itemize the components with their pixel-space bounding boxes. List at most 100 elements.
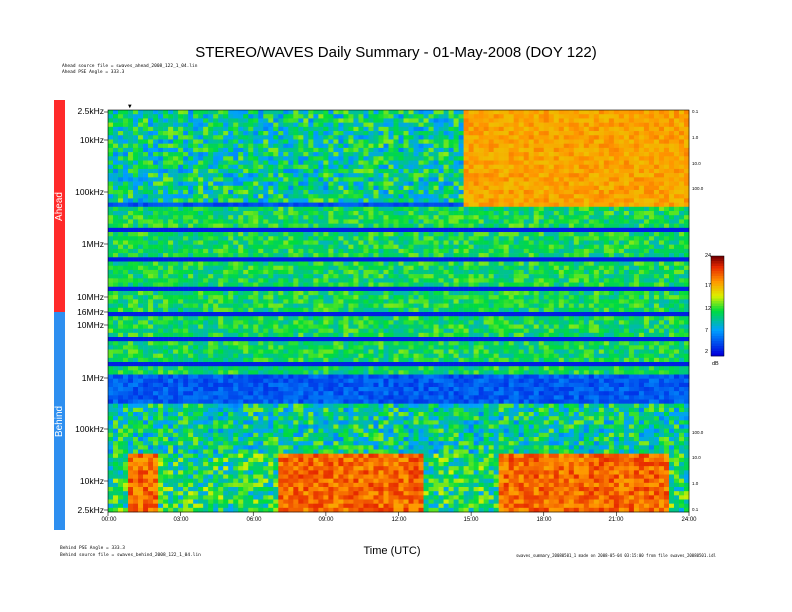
heatmap-cell	[518, 290, 525, 296]
heatmap-cell	[173, 189, 179, 195]
heatmap-cell	[408, 227, 414, 233]
heatmap-cell	[328, 122, 334, 128]
heatmap-cell	[478, 286, 484, 292]
heatmap-cell	[453, 114, 459, 119]
heatmap-cell	[443, 202, 449, 208]
heatmap-cell	[118, 152, 124, 157]
heatmap-cell	[128, 160, 134, 166]
heatmap-cell	[528, 194, 535, 199]
heatmap-cell	[348, 131, 354, 136]
heatmap-cell	[198, 253, 204, 258]
heatmap-cell	[123, 240, 129, 245]
heatmap-cell	[458, 211, 464, 216]
heatmap-cell	[248, 227, 254, 233]
heatmap-cell	[533, 135, 540, 140]
heatmap-cell	[488, 232, 494, 237]
heatmap-cell	[173, 177, 179, 182]
heatmap-cell	[373, 244, 379, 250]
heatmap-cell	[278, 156, 284, 161]
heatmap-cell	[553, 269, 560, 275]
heatmap-cell	[618, 194, 625, 199]
heatmap-cell	[583, 126, 590, 132]
heatmap-cell	[583, 240, 590, 245]
heatmap-cell	[393, 227, 399, 233]
heatmap-cell	[203, 232, 209, 237]
heatmap-cell	[228, 257, 234, 262]
heatmap-cell	[328, 118, 334, 123]
heatmap-cell	[623, 143, 630, 149]
heatmap-cell	[448, 173, 454, 178]
heatmap-cell	[458, 139, 464, 144]
heatmap-cell	[523, 244, 530, 250]
heatmap-cell	[338, 240, 344, 245]
heatmap-cell	[203, 147, 209, 153]
heatmap-cell	[483, 290, 489, 296]
heatmap-cell	[313, 126, 319, 132]
heatmap-cell	[313, 257, 319, 262]
heatmap-cell	[328, 164, 334, 170]
heatmap-cell	[608, 307, 615, 313]
heatmap-cell	[113, 110, 119, 115]
heatmap-cell	[153, 240, 159, 245]
heatmap-cell	[498, 126, 504, 132]
heatmap-cell	[543, 114, 550, 119]
heatmap-cell	[398, 303, 404, 309]
heatmap-cell	[208, 265, 214, 271]
heatmap-cell	[323, 257, 329, 262]
heatmap-cell	[618, 160, 625, 166]
heatmap-cell	[293, 244, 299, 250]
heatmap-cell	[378, 110, 384, 115]
heatmap-cell	[553, 223, 560, 229]
heatmap-cell	[398, 286, 404, 292]
heatmap-cell	[278, 147, 284, 153]
heatmap-cell	[283, 143, 289, 149]
heatmap-cell	[383, 286, 389, 292]
heatmap-cell	[548, 244, 555, 250]
heatmap-cell	[588, 253, 595, 258]
heatmap-cell	[528, 118, 535, 123]
heatmap-cell	[438, 211, 444, 216]
heatmap-cell	[158, 240, 164, 245]
heatmap-cell	[488, 290, 494, 296]
heatmap-cell	[353, 286, 359, 292]
heatmap-cell	[288, 139, 294, 144]
heatmap-cell	[233, 118, 239, 123]
heatmap-cell	[548, 198, 555, 203]
heatmap-cell	[288, 181, 294, 187]
heatmap-cell	[593, 307, 600, 313]
heatmap-cell	[248, 164, 254, 170]
heatmap-cell	[148, 202, 154, 208]
heatmap-cell	[213, 274, 219, 279]
heatmap-cell	[298, 202, 304, 208]
heatmap-cell	[468, 198, 474, 203]
heatmap-cell	[593, 110, 600, 115]
heatmap-cell	[183, 185, 189, 191]
heatmap-cell	[378, 181, 384, 187]
heatmap-cell	[233, 122, 239, 128]
heatmap-cell	[173, 173, 179, 178]
heatmap-cell	[398, 307, 404, 313]
heatmap-cell	[118, 198, 124, 203]
heatmap-cell	[378, 114, 384, 119]
heatmap-cell	[518, 122, 525, 128]
heatmap-cell	[553, 248, 560, 254]
heatmap-cell	[513, 164, 520, 170]
heatmap-cell	[408, 198, 414, 203]
heatmap-cell	[418, 219, 424, 224]
heatmap-cell	[128, 135, 134, 140]
heatmap-cell	[538, 253, 545, 258]
heatmap-cell	[508, 257, 514, 262]
heatmap-cell	[333, 185, 339, 191]
heatmap-cell	[178, 227, 184, 233]
heatmap-cell	[478, 219, 484, 224]
heatmap-cell	[308, 194, 314, 199]
heatmap-cell	[288, 244, 294, 250]
heatmap-cell	[613, 248, 620, 254]
heatmap-cell	[243, 240, 249, 245]
heatmap-cell	[228, 299, 234, 304]
heatmap-cell	[138, 173, 144, 178]
heatmap-cell	[288, 257, 294, 262]
heatmap-cell	[558, 173, 565, 178]
heatmap-cell	[408, 126, 414, 132]
heatmap-cell	[463, 261, 469, 267]
